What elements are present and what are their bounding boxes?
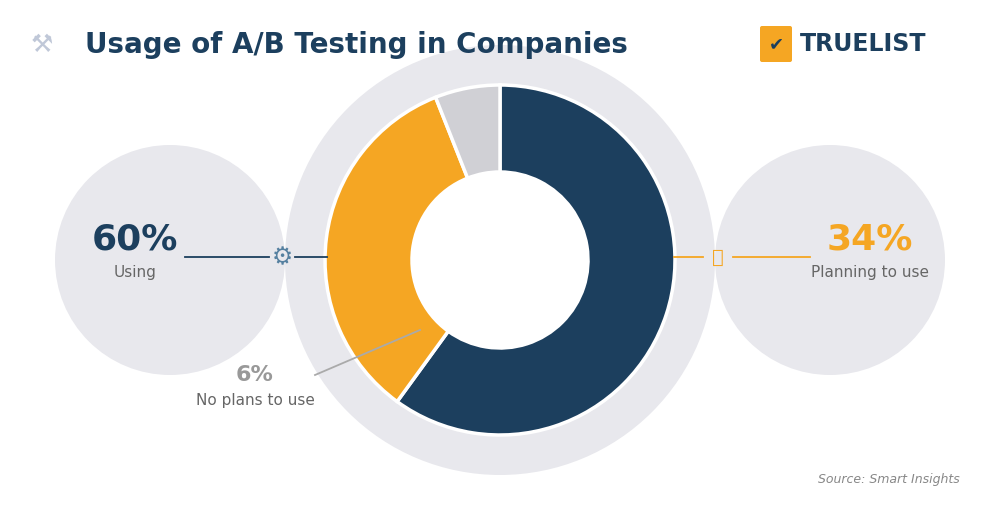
Text: ⚒: ⚒	[31, 33, 53, 57]
Wedge shape	[325, 97, 468, 402]
Text: Planning to use: Planning to use	[811, 265, 929, 280]
Text: Usage of A/B Testing in Companies: Usage of A/B Testing in Companies	[85, 31, 628, 59]
Text: 60%: 60%	[92, 223, 178, 257]
Text: Source: Smart Insights: Source: Smart Insights	[818, 473, 960, 487]
Text: 34%: 34%	[827, 223, 913, 257]
Ellipse shape	[715, 145, 945, 375]
Circle shape	[412, 172, 588, 348]
Text: TRUELIST: TRUELIST	[800, 32, 926, 56]
Text: 6%: 6%	[236, 365, 274, 385]
Wedge shape	[436, 85, 500, 178]
Text: 📅: 📅	[712, 248, 724, 266]
Text: ✔: ✔	[768, 35, 784, 53]
Wedge shape	[397, 85, 675, 435]
FancyBboxPatch shape	[760, 26, 792, 62]
Circle shape	[285, 45, 715, 475]
Text: ⚙: ⚙	[271, 245, 293, 269]
Text: No plans to use: No plans to use	[196, 392, 314, 407]
Ellipse shape	[55, 145, 285, 375]
Text: Using: Using	[114, 265, 156, 280]
